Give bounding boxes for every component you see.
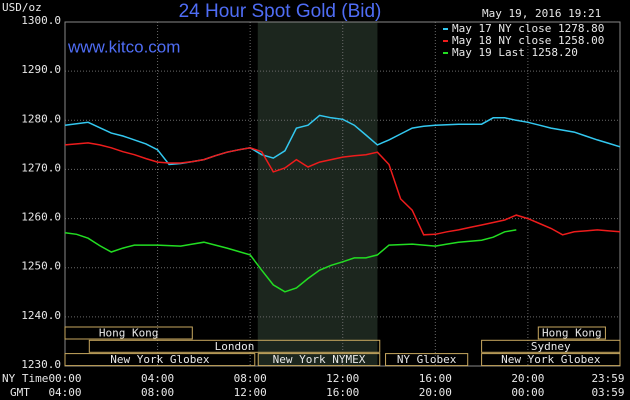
session-box bbox=[481, 339, 621, 353]
highlight-band bbox=[257, 22, 378, 366]
session-label: NY Globex bbox=[397, 353, 457, 366]
legend-label: May 18 NY close 1258.00 bbox=[452, 34, 604, 47]
legend-label: May 19 Last 1258.20 bbox=[452, 46, 578, 59]
x2-tick-label: 00:00 bbox=[511, 386, 544, 399]
session-label: New York Globex bbox=[110, 353, 210, 366]
timestamp: May 19, 2016 19:21 bbox=[482, 7, 601, 20]
y-tick-label: 1280.0 bbox=[21, 112, 61, 125]
x-title: NY Time bbox=[2, 372, 48, 385]
legend-label: May 17 NY close 1278.80 bbox=[452, 22, 604, 35]
x-tick-label: 23:59 bbox=[591, 372, 624, 385]
x-tick-label: 12:00 bbox=[326, 372, 359, 385]
y-tick-label: 1230.0 bbox=[21, 358, 61, 371]
x-tick-label: 08:00 bbox=[234, 372, 267, 385]
session-box bbox=[64, 326, 193, 340]
x2-tick-label: 16:00 bbox=[326, 386, 359, 399]
y-tick-label: 1300.0 bbox=[21, 14, 61, 27]
x2-title: GMT bbox=[10, 386, 30, 399]
series-line bbox=[64, 142, 621, 236]
session-box bbox=[537, 326, 606, 340]
session-label: Hong Kong bbox=[99, 327, 159, 340]
y-tick-label: 1270.0 bbox=[21, 161, 61, 174]
y-tick-label: 1240.0 bbox=[21, 309, 61, 322]
y-tick-label: 1260.0 bbox=[21, 211, 61, 224]
y-unit: USD/oz bbox=[2, 1, 42, 14]
session-label: New York NYMEX bbox=[273, 353, 366, 366]
session-box bbox=[481, 353, 621, 367]
y-tick-label: 1290.0 bbox=[21, 63, 61, 76]
x2-tick-label: 08:00 bbox=[141, 386, 174, 399]
session-box bbox=[385, 353, 469, 367]
session-box bbox=[88, 339, 381, 353]
session-label: Hong Kong bbox=[542, 327, 602, 340]
x2-tick-label: 03:59 bbox=[591, 386, 624, 399]
site-label: www.kitco.com bbox=[67, 37, 180, 56]
series-line bbox=[64, 229, 517, 293]
series-line bbox=[64, 114, 621, 166]
x-tick-label: 04:00 bbox=[141, 372, 174, 385]
x-tick-label: 16:00 bbox=[419, 372, 452, 385]
x-tick-label: 20:00 bbox=[511, 372, 544, 385]
session-label: New York Globex bbox=[501, 353, 601, 366]
session-box bbox=[64, 353, 256, 367]
y-tick-label: 1250.0 bbox=[21, 260, 61, 273]
session-label: Sydney bbox=[531, 340, 571, 353]
x2-tick-label: 04:00 bbox=[48, 386, 81, 399]
x-tick-label: 00:00 bbox=[48, 372, 81, 385]
session-box bbox=[257, 353, 381, 367]
x2-tick-label: 20:00 bbox=[419, 386, 452, 399]
x2-tick-label: 12:00 bbox=[234, 386, 267, 399]
session-label: London bbox=[215, 340, 255, 353]
chart-title: 24 Hour Spot Gold (Bid) bbox=[179, 1, 382, 22]
